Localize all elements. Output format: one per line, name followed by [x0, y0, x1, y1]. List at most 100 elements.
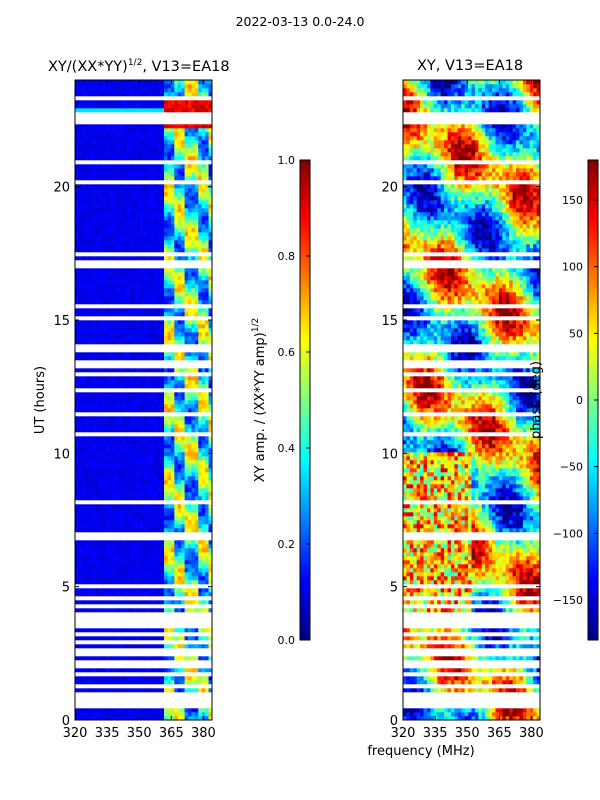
amplitude-cell	[119, 216, 124, 221]
amplitude-cell	[122, 288, 127, 293]
amplitude-cell	[167, 488, 172, 493]
amplitude-cell	[140, 440, 144, 445]
amplitude-cell	[201, 108, 206, 113]
phase-cell	[478, 716, 483, 721]
amplitude-cell	[109, 288, 113, 293]
amplitude-cell	[92, 428, 96, 433]
amplitude-cell	[85, 148, 89, 153]
amplitude-cell	[205, 608, 209, 613]
amplitude-cell	[205, 296, 209, 301]
amplitude-cell	[194, 288, 199, 293]
amplitude-cell	[167, 588, 172, 593]
amplitude-cell	[146, 572, 151, 577]
amplitude-cell	[133, 192, 137, 197]
amplitude-cell	[198, 560, 203, 565]
amplitude-cell	[194, 580, 199, 585]
amplitude-cell	[191, 172, 196, 177]
amplitude-cell	[109, 544, 113, 549]
amplitude-cell	[157, 276, 161, 281]
amplitude-cell	[201, 448, 206, 453]
amplitude-cell	[164, 644, 168, 649]
amplitude-cell	[133, 396, 137, 401]
amplitude-cell	[85, 288, 89, 293]
amplitude-cell	[140, 292, 144, 297]
amplitude-cell	[112, 212, 117, 217]
phase-flagged-row	[403, 692, 540, 697]
amplitude-cell	[174, 548, 179, 553]
amplitude-cell	[153, 448, 158, 453]
amplitude-cell	[177, 504, 182, 509]
amplitude-cell	[191, 312, 196, 317]
amplitude-cell	[157, 580, 161, 585]
amplitude-cell	[78, 524, 83, 529]
amplitude-cell	[88, 340, 93, 345]
amplitude-cell	[167, 492, 172, 497]
amplitude-cell	[129, 568, 134, 573]
amplitude-cell	[181, 272, 185, 277]
amplitude-cell	[129, 164, 134, 169]
amplitude-cell	[102, 516, 107, 521]
amplitude-cell	[150, 428, 155, 433]
amplitude-cell	[191, 288, 196, 293]
amplitude-cell	[205, 384, 209, 389]
amplitude-cell	[198, 636, 203, 641]
amplitude-cell	[112, 88, 117, 93]
amplitude-cell	[140, 220, 144, 225]
amplitude-cell	[143, 224, 148, 229]
amplitude-cell	[174, 592, 179, 597]
amplitude-cell	[194, 468, 199, 473]
amplitude-cell	[150, 308, 155, 313]
amplitude-cell	[126, 552, 131, 557]
amplitude-y-tick-label: 0	[62, 714, 70, 729]
amplitude-cell	[95, 464, 100, 469]
amplitude-cell	[188, 420, 192, 425]
amplitude-cell	[177, 220, 182, 225]
amplitude-cell	[164, 716, 168, 721]
amplitude-cell	[88, 496, 93, 501]
amplitude-cell	[188, 324, 192, 329]
amplitude-cell	[208, 308, 213, 313]
amplitude-cell	[177, 356, 182, 361]
amplitude-cell	[109, 564, 113, 569]
phase-panel-title: XY, V13=EA18	[417, 58, 523, 74]
amplitude-cell	[81, 492, 86, 497]
amplitude-cell	[177, 268, 182, 273]
amplitude-cell	[95, 588, 100, 593]
amplitude-cell	[160, 156, 165, 161]
amplitude-cell	[170, 508, 175, 513]
amplitude-cell	[81, 108, 86, 113]
amplitude-cell	[170, 236, 175, 241]
amplitude-cell	[116, 668, 120, 673]
amplitude-cell	[78, 148, 83, 153]
amplitude-cell	[105, 168, 110, 173]
amplitude-cell	[105, 132, 110, 137]
amplitude-cell	[112, 476, 117, 481]
amplitude-cell	[194, 324, 199, 329]
amplitude-cell	[157, 460, 161, 465]
amplitude-cell	[191, 608, 196, 613]
amplitude-cell	[98, 172, 103, 177]
amplitude-cell	[170, 224, 175, 229]
amplitude-cell	[181, 476, 185, 481]
amplitude-cell	[143, 424, 148, 429]
amplitude-cell	[170, 556, 175, 561]
amplitude-cell	[184, 328, 189, 333]
amplitude-cell	[119, 144, 124, 149]
amplitude-cell	[150, 484, 155, 489]
amplitude-cell	[184, 420, 189, 425]
amplitude-cell	[153, 244, 158, 249]
amplitude-cell	[116, 376, 120, 381]
amplitude-cell	[208, 296, 213, 301]
amplitude-cell	[170, 524, 175, 529]
amplitude-cell	[164, 708, 168, 713]
amplitude-cell	[208, 84, 213, 89]
amplitude-cell	[116, 108, 120, 113]
amplitude-cell	[92, 516, 96, 521]
amplitude-cell	[170, 424, 175, 429]
amplitude-cell	[146, 232, 151, 237]
amplitude-flagged-row	[75, 116, 212, 121]
amplitude-cell	[133, 152, 137, 157]
amplitude-cell	[177, 512, 182, 517]
amplitude-cell	[146, 628, 151, 633]
amplitude-cell	[198, 292, 203, 297]
